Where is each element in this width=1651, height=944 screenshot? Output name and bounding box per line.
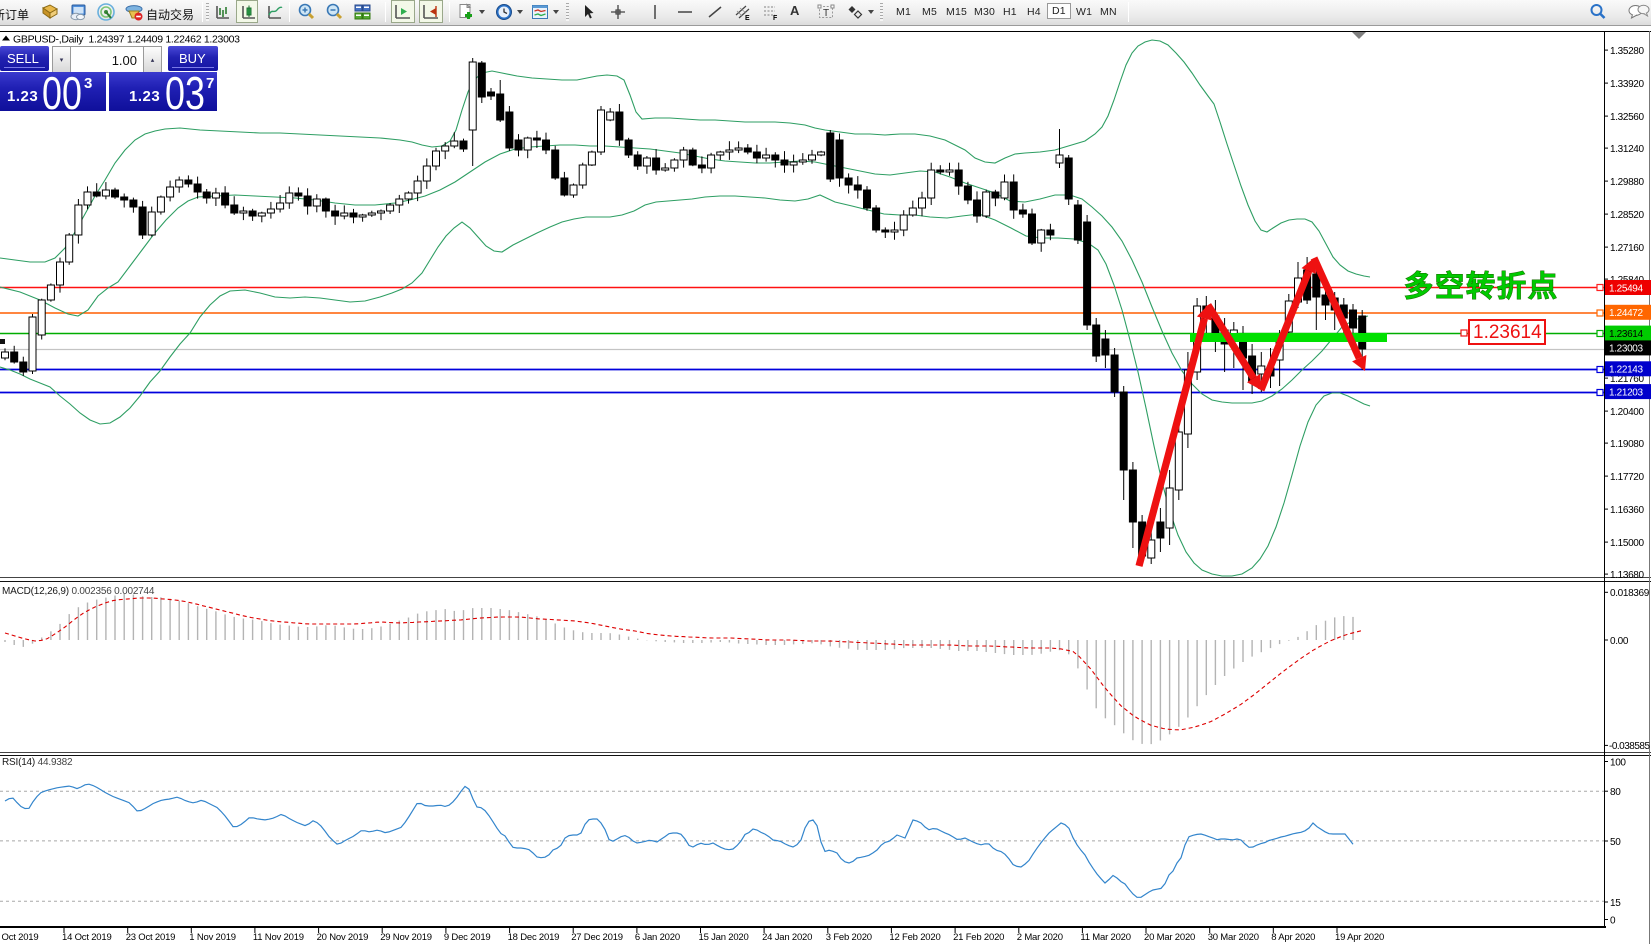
svg-text:11 Nov 2019: 11 Nov 2019 bbox=[253, 932, 304, 943]
svg-text:15 Jan 2020: 15 Jan 2020 bbox=[699, 932, 749, 943]
svg-text:E: E bbox=[745, 15, 750, 22]
svg-text:7 Oct 2019: 7 Oct 2019 bbox=[0, 932, 38, 943]
svg-text:1 Nov 2019: 1 Nov 2019 bbox=[189, 932, 236, 943]
svg-text:MACD(12,26,9) 0.002356 0.00274: MACD(12,26,9) 0.002356 0.002744 bbox=[2, 586, 155, 597]
svg-text:14 Oct 2019: 14 Oct 2019 bbox=[62, 932, 112, 943]
svg-text:1.20400: 1.20400 bbox=[1610, 407, 1644, 418]
svg-text:F: F bbox=[773, 15, 778, 22]
svg-text:1.21760: 1.21760 bbox=[1610, 374, 1644, 385]
svg-text:1.35280: 1.35280 bbox=[1610, 46, 1644, 57]
svg-text:9 Dec 2019: 9 Dec 2019 bbox=[444, 932, 491, 943]
svg-text:1.23003: 1.23003 bbox=[1609, 344, 1643, 355]
svg-text:24 Jan 2020: 24 Jan 2020 bbox=[762, 932, 812, 943]
svg-text:19 Apr 2020: 19 Apr 2020 bbox=[1335, 932, 1384, 943]
svg-text:1.32560: 1.32560 bbox=[1610, 112, 1644, 123]
svg-text:1.19080: 1.19080 bbox=[1610, 439, 1644, 450]
svg-text:T: T bbox=[823, 8, 829, 19]
svg-text:0.00: 0.00 bbox=[1610, 636, 1629, 647]
svg-text:1.29880: 1.29880 bbox=[1610, 177, 1644, 188]
svg-text:1.17720: 1.17720 bbox=[1610, 472, 1644, 483]
svg-text:1.21203: 1.21203 bbox=[1609, 387, 1643, 398]
svg-text:29 Nov 2019: 29 Nov 2019 bbox=[380, 932, 432, 943]
svg-text:1.23614: 1.23614 bbox=[1473, 322, 1542, 343]
svg-text:27 Dec 2019: 27 Dec 2019 bbox=[571, 932, 623, 943]
svg-text:RSI(14) 44.9382: RSI(14) 44.9382 bbox=[2, 757, 73, 768]
svg-text:3 Feb 2020: 3 Feb 2020 bbox=[826, 932, 872, 943]
svg-text:1.16360: 1.16360 bbox=[1610, 505, 1644, 516]
svg-text:1.28520: 1.28520 bbox=[1610, 210, 1644, 221]
svg-text:6 Jan 2020: 6 Jan 2020 bbox=[635, 932, 680, 943]
svg-text:23 Oct 2019: 23 Oct 2019 bbox=[126, 932, 176, 943]
svg-text:12 Feb 2020: 12 Feb 2020 bbox=[889, 932, 940, 943]
svg-text:15: 15 bbox=[1610, 898, 1621, 909]
svg-text:0.018369: 0.018369 bbox=[1610, 588, 1650, 599]
svg-text:1.15000: 1.15000 bbox=[1610, 538, 1644, 549]
svg-text:1.23614: 1.23614 bbox=[1609, 329, 1643, 340]
svg-text:21 Feb 2020: 21 Feb 2020 bbox=[953, 932, 1004, 943]
svg-text:1.24472: 1.24472 bbox=[1609, 308, 1643, 319]
svg-text:11 Mar 2020: 11 Mar 2020 bbox=[1080, 932, 1130, 943]
svg-text:-0.038585: -0.038585 bbox=[1609, 741, 1650, 752]
svg-text:2 Mar 2020: 2 Mar 2020 bbox=[1017, 932, 1063, 943]
svg-text:20 Nov 2019: 20 Nov 2019 bbox=[317, 932, 369, 943]
svg-text:50: 50 bbox=[1610, 837, 1621, 848]
svg-text:GBPUSD-,Daily 1.24397 1.24409: GBPUSD-,Daily 1.24397 1.24409 1.22462 1.… bbox=[13, 34, 240, 46]
svg-text:8 Apr 2020: 8 Apr 2020 bbox=[1271, 932, 1315, 943]
svg-text:1.25494: 1.25494 bbox=[1609, 283, 1643, 294]
svg-text:0: 0 bbox=[1610, 915, 1616, 926]
svg-text:100: 100 bbox=[1610, 757, 1626, 768]
svg-text:18 Dec 2019: 18 Dec 2019 bbox=[508, 932, 560, 943]
svg-text:80: 80 bbox=[1610, 787, 1621, 798]
svg-text:1.27160: 1.27160 bbox=[1610, 243, 1644, 254]
svg-text:30 Mar 2020: 30 Mar 2020 bbox=[1208, 932, 1259, 943]
svg-text:多空转折点: 多空转折点 bbox=[1404, 269, 1559, 303]
svg-text:1.22143: 1.22143 bbox=[1609, 365, 1643, 376]
svg-text:20 Mar 2020: 20 Mar 2020 bbox=[1144, 932, 1195, 943]
svg-text:1.13680: 1.13680 bbox=[1610, 570, 1644, 581]
svg-text:1.33920: 1.33920 bbox=[1610, 79, 1644, 90]
svg-text:1.31240: 1.31240 bbox=[1610, 144, 1644, 155]
